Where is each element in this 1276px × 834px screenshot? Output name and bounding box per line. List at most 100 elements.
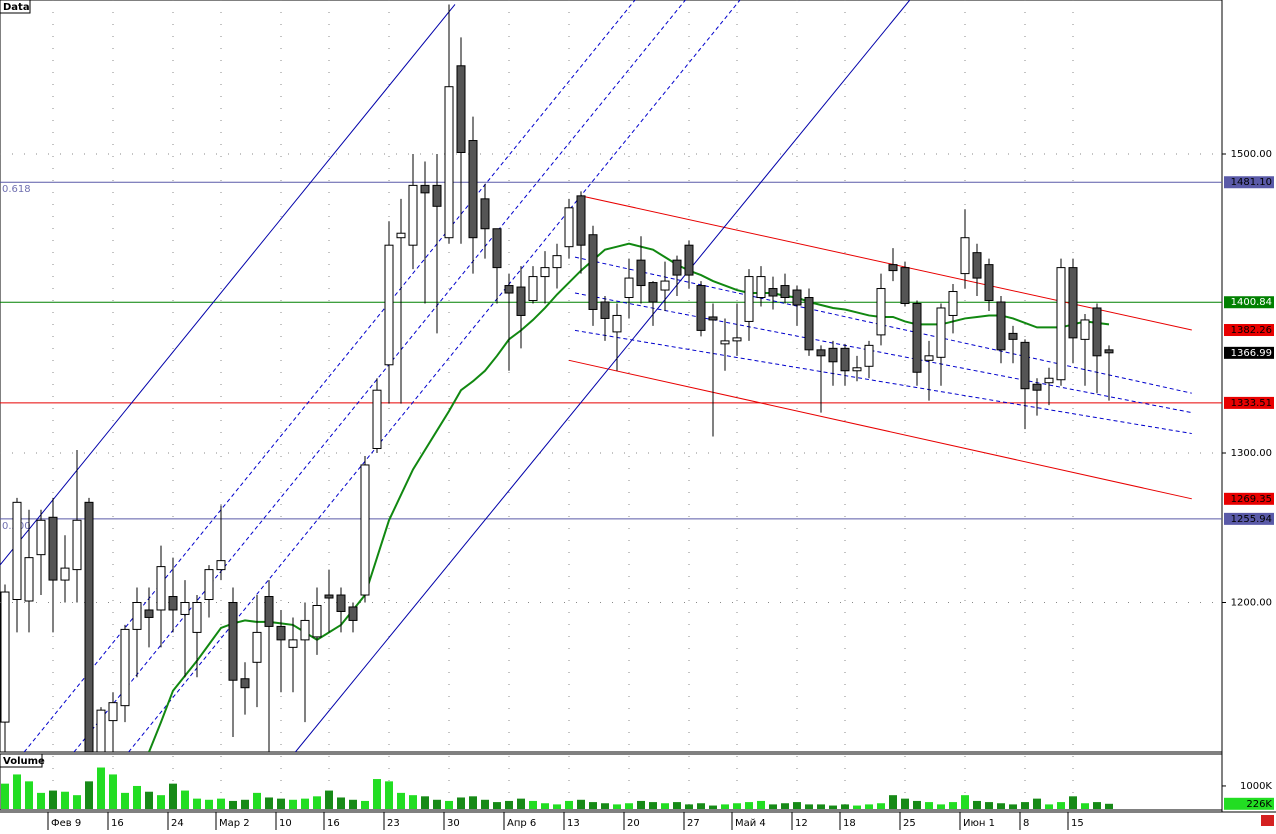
volume-bar [757,800,765,809]
y-tick-label: 1300.00 [1231,448,1272,459]
volume-bar [613,804,621,809]
candle-body [816,349,826,357]
volume-bar [997,803,1005,809]
volume-bar [13,774,21,809]
candle-body [660,280,670,291]
volume-bar [841,804,849,809]
fib-label: 0.618 [2,184,31,195]
candle-body [564,207,574,248]
level-box [1224,324,1274,337]
volume-bar [829,805,837,809]
volume-panel [0,753,1223,811]
volume-bar [445,800,453,809]
candle-body [912,302,922,373]
candle-body [72,519,82,571]
volume-bar [865,804,873,809]
candle-body [1044,377,1054,384]
x-tick-label: Апр 6 [507,818,536,829]
trendline [568,359,1192,500]
volume-bar [265,797,273,809]
candle-body [876,288,886,336]
volume-bar [109,774,117,809]
volume-bar [217,798,225,809]
level-box [1224,296,1274,309]
candle-body [972,252,982,279]
volume-bar [181,790,189,809]
volume-bar [85,781,93,809]
trendline [0,4,456,566]
candle-body [156,566,166,611]
candle-body [336,594,346,612]
volume-bar [793,802,801,809]
candle-body [948,291,958,316]
volume-bar [469,796,477,809]
x-tick-label: 10 [279,818,292,829]
volume-bar [1009,804,1017,809]
volume-bar [373,779,381,809]
corner-icon[interactable] [1261,815,1274,826]
candle-body [288,639,298,648]
candle-body [264,596,274,627]
candle-body [936,307,946,358]
volume-bar [97,767,105,809]
level-label: 1382.26 [1231,325,1272,336]
volume-title-box [0,753,43,768]
candle-body [0,591,10,723]
volume-bar [169,783,177,809]
volume-bar [277,798,285,809]
candle-body [168,596,178,611]
x-tick-label: 18 [843,818,856,829]
candle-body [888,264,898,272]
volume-bar [565,800,573,809]
volume-bar [289,799,297,809]
candle-body [696,285,706,331]
volume-bar [901,798,909,809]
volume-bar [433,799,441,809]
candle-body [1068,267,1078,339]
candle-body [792,289,802,306]
volume-bar [1033,798,1041,809]
volume-bar [949,802,957,809]
candle-body [216,560,226,571]
candle-body [60,567,70,581]
volume-title: Volume [3,756,45,767]
x-tick-label: 12 [795,818,808,829]
candle-body [996,301,1006,351]
x-tick-label: 16 [111,818,124,829]
level-label: 1481.10 [1231,177,1272,188]
volume-bar [625,803,633,809]
volume-bar [1045,804,1053,809]
volume-bar [1105,803,1113,809]
candle-body [600,301,610,319]
volume-bar [817,804,825,809]
volume-last-label: 226K [1246,799,1272,810]
candle-body [96,709,106,752]
candle-body [1032,383,1042,391]
volume-bar [409,795,417,809]
price-panel [0,0,1223,753]
candle-body [768,288,778,297]
x-tick-label: 15 [1071,818,1084,829]
volume-bar [913,800,921,809]
level-label: 1269.35 [1231,494,1272,505]
volume-bar [937,804,945,809]
candle-body [492,228,502,269]
candle-body [408,184,418,246]
candle-body [360,464,370,596]
candle-body [984,264,994,302]
level-label: 1366.99 [1231,348,1272,359]
y-tick-label: 1200.00 [1231,597,1272,608]
volume-bar [37,792,45,809]
volume-bar [925,802,933,809]
candle-body [456,65,466,153]
candle-body [192,601,202,633]
volume-bar [637,800,645,809]
candle-body [1020,341,1030,390]
volume-bar [529,800,537,809]
volume-bar [493,802,501,809]
candle-body [420,184,430,194]
volume-bar [649,802,657,809]
volume-bar [553,804,561,809]
volume-bar [709,805,717,809]
volume-bar [505,800,513,809]
